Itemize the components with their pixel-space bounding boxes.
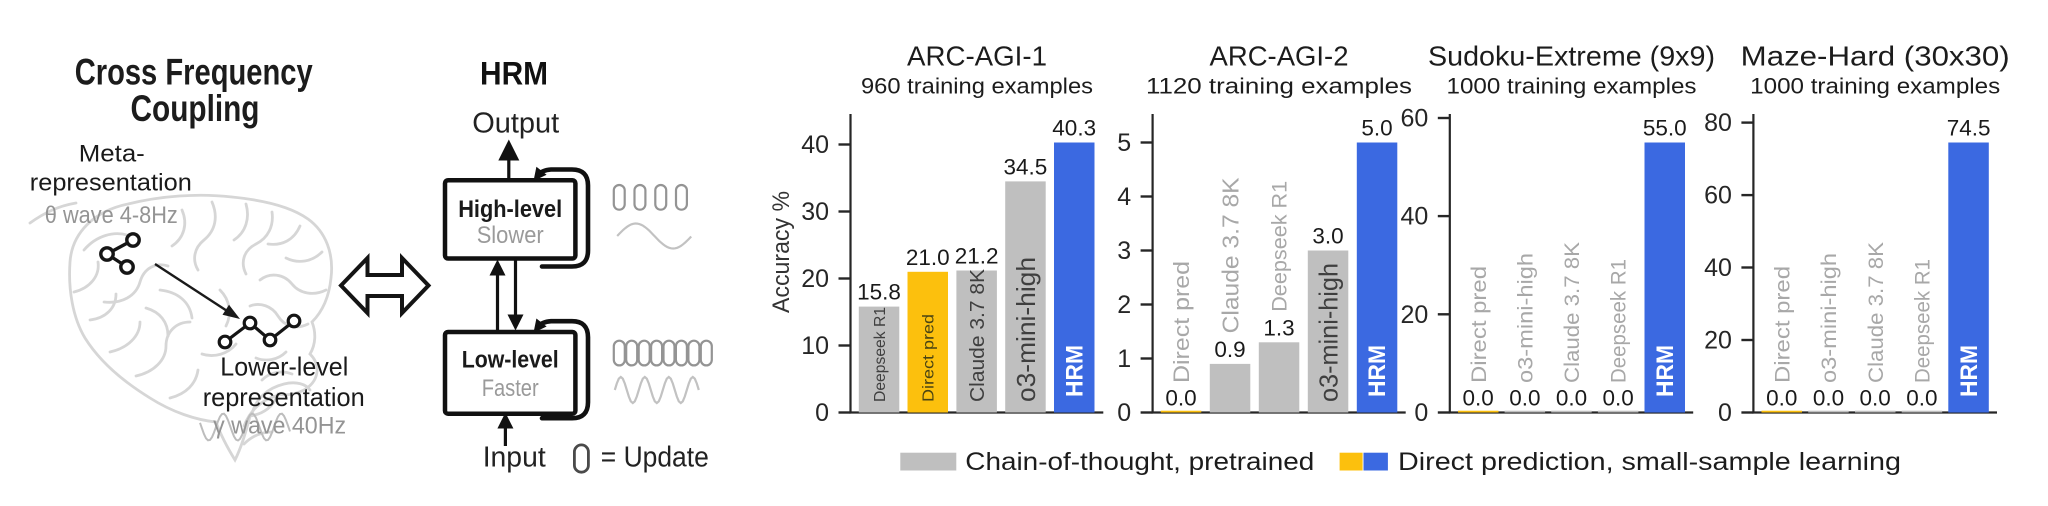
svg-text:Claude 3.7 8K: Claude 3.7 8K [1561, 242, 1584, 383]
svg-text:1.3: 1.3 [1263, 315, 1294, 340]
svg-text:0.0: 0.0 [1603, 386, 1634, 411]
svg-text:o3-mini-high: o3-mini-high [1818, 253, 1841, 383]
svg-text:Accuracy %: Accuracy % [768, 191, 795, 313]
svg-text:1000 training examples: 1000 training examples [1750, 74, 2000, 99]
svg-text:4: 4 [1117, 183, 1131, 211]
svg-text:0.0: 0.0 [1165, 386, 1196, 411]
svg-text:Meta-: Meta- [79, 141, 145, 168]
svg-text:30: 30 [801, 198, 829, 226]
svg-text:Direct pred: Direct pred [921, 314, 938, 402]
svg-text:60: 60 [1400, 105, 1428, 133]
svg-text:representation: representation [203, 382, 365, 412]
svg-text:21.2: 21.2 [955, 244, 999, 269]
svg-text:representation: representation [30, 170, 192, 197]
svg-text:74.5: 74.5 [1947, 116, 1991, 141]
svg-text:Direct pred: Direct pred [1169, 261, 1194, 383]
svg-text:0.0: 0.0 [1556, 386, 1587, 411]
svg-text:5: 5 [1117, 129, 1131, 157]
svg-text:Sudoku-Extreme (9x9): Sudoku-Extreme (9x9) [1428, 41, 1715, 72]
svg-text:0.0: 0.0 [1906, 386, 1937, 411]
svg-text:ARC-AGI-2: ARC-AGI-2 [1210, 41, 1349, 72]
svg-text:15.8: 15.8 [857, 280, 901, 305]
svg-text:34.5: 34.5 [1004, 154, 1048, 179]
svg-text:960 training examples: 960 training examples [861, 74, 1093, 99]
svg-text:60: 60 [1704, 182, 1732, 210]
svg-text:Input: Input [483, 442, 546, 474]
svg-text:o3-mini-high: o3-mini-high [1313, 263, 1343, 402]
svg-text:0.9: 0.9 [1214, 337, 1245, 362]
svg-text:Output: Output [472, 108, 559, 140]
svg-text:Slower: Slower [477, 222, 544, 249]
svg-text:Cross Frequency: Cross Frequency [75, 52, 313, 93]
svg-text:Deepseek R1: Deepseek R1 [1608, 259, 1631, 383]
svg-text:0.0: 0.0 [1813, 386, 1844, 411]
svg-text:10: 10 [801, 332, 829, 360]
svg-text:1120 training examples: 1120 training examples [1146, 74, 1412, 99]
svg-text:Chain-of-thought, pretrained: Chain-of-thought, pretrained [965, 448, 1314, 476]
svg-text:Deepseek R1: Deepseek R1 [1269, 181, 1292, 312]
svg-text:0: 0 [1414, 399, 1428, 427]
svg-text:HRM: HRM [1364, 345, 1391, 397]
svg-text:o3-mini-high: o3-mini-high [1011, 257, 1041, 402]
svg-text:20: 20 [801, 265, 829, 293]
svg-text:40: 40 [1400, 203, 1428, 231]
svg-text:20: 20 [1704, 327, 1732, 355]
svg-text:0: 0 [1117, 399, 1131, 427]
svg-text:Claude 3.7 8K: Claude 3.7 8K [967, 268, 989, 402]
svg-text:Direct pred: Direct pred [1771, 266, 1794, 383]
svg-text:HRM: HRM [1061, 345, 1088, 397]
svg-text:21.0: 21.0 [906, 245, 950, 270]
svg-text:2: 2 [1117, 291, 1131, 319]
svg-text:0: 0 [1718, 399, 1732, 427]
svg-text:1000 training examples: 1000 training examples [1447, 74, 1697, 99]
svg-text:Maze-Hard (30x30): Maze-Hard (30x30) [1741, 41, 2010, 72]
svg-text:0.0: 0.0 [1463, 386, 1494, 411]
svg-text:Low-level: Low-level [462, 346, 559, 373]
svg-text:80: 80 [1704, 109, 1732, 137]
svg-text:HRM: HRM [1652, 345, 1679, 397]
svg-text:Faster: Faster [482, 375, 539, 402]
svg-text:0.0: 0.0 [1509, 386, 1540, 411]
svg-text:5.0: 5.0 [1361, 116, 1392, 141]
svg-text:Deepseek R1: Deepseek R1 [1912, 259, 1935, 383]
svg-text:0: 0 [815, 399, 829, 427]
svg-text:40: 40 [1704, 254, 1732, 282]
svg-text:1: 1 [1117, 345, 1131, 373]
svg-text:0.0: 0.0 [1766, 386, 1797, 411]
svg-text:High-level: High-level [458, 196, 562, 223]
svg-text:55.0: 55.0 [1643, 116, 1687, 141]
svg-text:Coupling: Coupling [131, 88, 260, 129]
svg-text:HRM: HRM [1956, 345, 1983, 397]
svg-text:HRM: HRM [480, 55, 548, 91]
svg-text:40: 40 [801, 131, 829, 159]
svg-text:3: 3 [1117, 237, 1131, 265]
svg-text:0.0: 0.0 [1860, 386, 1891, 411]
svg-text:Claude 3.7 8K: Claude 3.7 8K [1217, 177, 1243, 334]
svg-text:ARC-AGI-1: ARC-AGI-1 [907, 41, 1047, 72]
svg-text:Lower-level: Lower-level [220, 352, 348, 382]
svg-text:γ wave 40Hz: γ wave 40Hz [213, 413, 346, 440]
svg-text:20: 20 [1400, 301, 1428, 329]
svg-text:3.0: 3.0 [1312, 224, 1343, 249]
svg-text:Direct prediction, small-sampl: Direct prediction, small-sample learning [1398, 448, 1901, 476]
svg-text:Deepseek R1: Deepseek R1 [872, 307, 889, 402]
svg-text:40.3: 40.3 [1052, 116, 1096, 141]
svg-text:Claude 3.7 8K: Claude 3.7 8K [1865, 242, 1888, 383]
svg-text:θ wave 4-8Hz: θ wave 4-8Hz [45, 202, 178, 229]
svg-text:Direct pred: Direct pred [1468, 266, 1491, 383]
svg-text:= Update: = Update [601, 442, 709, 474]
svg-text:o3-mini-high: o3-mini-high [1514, 253, 1537, 383]
